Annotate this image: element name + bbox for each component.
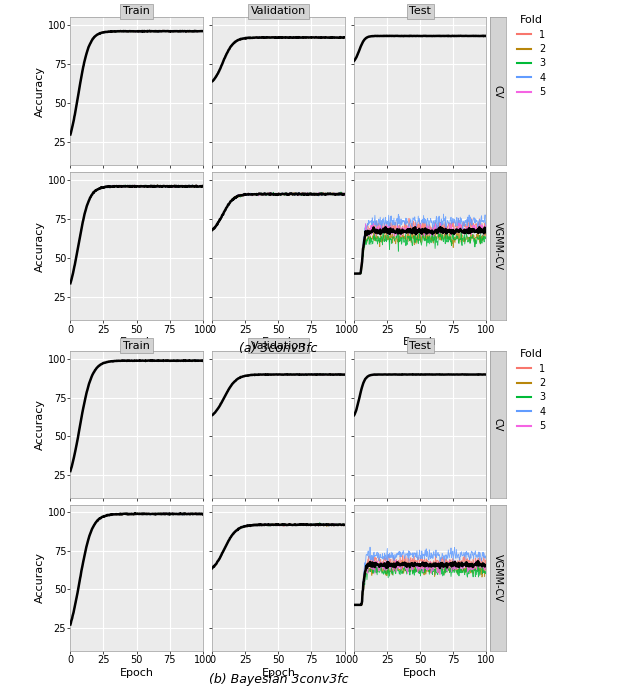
X-axis label: Epoch: Epoch <box>403 668 437 678</box>
Title: Validation: Validation <box>251 340 306 351</box>
Legend: 1, 2, 3, 4, 5: 1, 2, 3, 4, 5 <box>517 349 545 431</box>
Text: CV: CV <box>493 418 502 431</box>
Y-axis label: Accuracy: Accuracy <box>35 220 45 272</box>
Legend: 1, 2, 3, 4, 5: 1, 2, 3, 4, 5 <box>517 15 545 97</box>
X-axis label: Epoch: Epoch <box>261 668 296 678</box>
Text: (b) Bayesian 3conv3fc: (b) Bayesian 3conv3fc <box>209 673 348 686</box>
Text: (a) 3conv3fc: (a) 3conv3fc <box>239 342 317 356</box>
X-axis label: Epoch: Epoch <box>261 338 296 347</box>
X-axis label: Epoch: Epoch <box>120 338 154 347</box>
Y-axis label: Accuracy: Accuracy <box>35 553 45 604</box>
Y-axis label: Accuracy: Accuracy <box>35 399 45 450</box>
Title: Test: Test <box>410 6 431 17</box>
Title: Validation: Validation <box>251 6 306 17</box>
Y-axis label: Accuracy: Accuracy <box>35 65 45 117</box>
X-axis label: Epoch: Epoch <box>120 668 154 678</box>
Title: Test: Test <box>410 340 431 351</box>
X-axis label: Epoch: Epoch <box>403 338 437 347</box>
Text: VGMM-CV: VGMM-CV <box>493 223 502 270</box>
Title: Train: Train <box>123 340 150 351</box>
Text: VGMM-CV: VGMM-CV <box>493 554 502 602</box>
Text: CV: CV <box>493 85 502 98</box>
Title: Train: Train <box>123 6 150 17</box>
